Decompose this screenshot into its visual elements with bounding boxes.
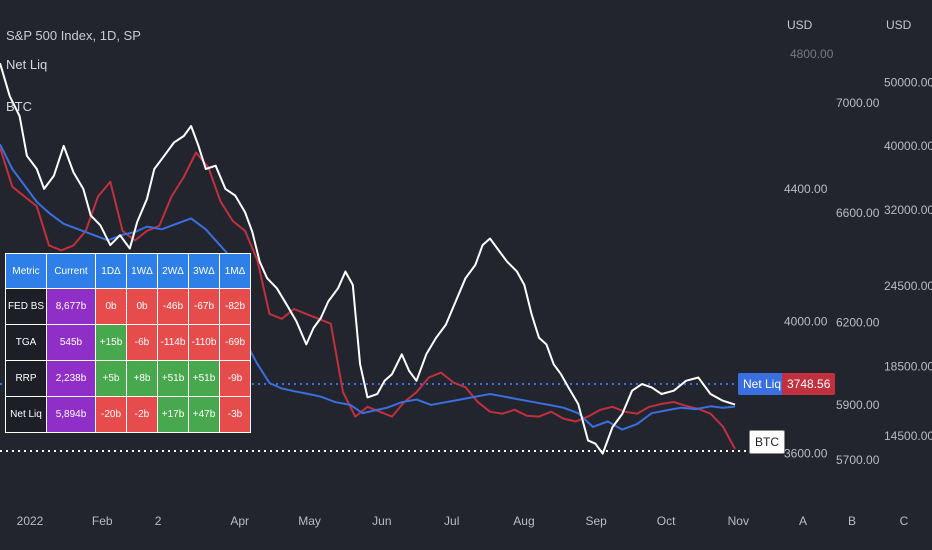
header-cell: 2WΔ (157, 253, 189, 289)
net-liq-price-tag: Net Liq (738, 373, 787, 395)
delta-cell: -6b (126, 324, 158, 361)
delta-cell: -3b (219, 396, 251, 433)
header-cell: Metric (5, 253, 47, 289)
price-tick: 50000.00 (884, 75, 932, 89)
price-tick: 6600.00 (836, 206, 880, 220)
current-value: 545b (46, 324, 96, 361)
legend-btc[interactable]: BTC (6, 99, 32, 114)
price-tick: 4400.00 (784, 182, 828, 196)
current-value: 8,677b (46, 288, 96, 325)
unit-label-right: USD (886, 18, 912, 32)
x-tick-label: Apr (230, 514, 249, 528)
mid-price-scale: 7000.00 6600.00 6200.00 5900.00 5700.00 (836, 96, 880, 467)
series-line-btc[interactable] (0, 147, 736, 450)
x-tick-label: Jun (372, 514, 391, 528)
delta-cell: +5b (95, 360, 127, 397)
price-tick: 14500.00 (884, 429, 932, 443)
x-tick-label: Aug (513, 514, 534, 528)
unit-label-mid: USD (787, 18, 813, 32)
delta-cell: -114b (157, 324, 189, 361)
x-tick-label: Feb (92, 514, 113, 528)
delta-cell: -67b (188, 288, 220, 325)
delta-cell: +47b (188, 396, 220, 433)
x-tick-label: 2022 (17, 514, 44, 528)
x-tick-label: Nov (728, 514, 749, 528)
delta-cell: 0b (95, 288, 127, 325)
table-row: FED BS 8,677b 0b 0b -46b -67b -82b (5, 288, 251, 325)
x-tick-label: May (298, 514, 321, 528)
price-tick: 18500.00 (884, 359, 932, 373)
current-value: 5,894b (46, 396, 96, 433)
liquidity-table: Metric Current 1DΔ 1WΔ 2WΔ 3WΔ 1MΔ FED B… (5, 253, 251, 433)
scale-letter[interactable]: C (900, 514, 909, 528)
series-lines (0, 62, 736, 455)
right-price-scale: 50000.00 40000.00 32000.00 24500.00 18500.00… (884, 75, 932, 443)
table-header-row: Metric Current 1DΔ 1WΔ 2WΔ 3WΔ 1MΔ (5, 253, 251, 289)
row-label: TGA (5, 324, 47, 361)
chart-title: S&P 500 Index, 1D, SP (6, 28, 141, 43)
header-cell: 1WΔ (126, 253, 158, 289)
price-tick-partial: 4800.00 (790, 47, 834, 61)
x-tick-label: 2 (155, 514, 162, 528)
delta-cell: -110b (188, 324, 220, 361)
price-tick: 7000.00 (836, 96, 880, 110)
delta-cell: -69b (219, 324, 251, 361)
delta-cell: +17b (157, 396, 189, 433)
scale-letter[interactable]: B (848, 514, 856, 528)
table-row: RRP 2,238b +5b +8b +51b +51b -9b (5, 360, 251, 397)
header-cell: Current (46, 253, 96, 289)
sp500-price-tag: 3748.56 (782, 373, 836, 395)
price-tick: 5900.00 (836, 398, 880, 412)
delta-cell: -9b (219, 360, 251, 397)
series-line-s-p-500[interactable] (0, 62, 736, 455)
x-tick-label: Oct (657, 514, 676, 528)
price-tick: 32000.00 (884, 203, 932, 217)
table-row: Net Liq 5,894b -20b -2b +17b +47b -3b (5, 396, 251, 433)
legend-net-liq[interactable]: Net Liq (6, 57, 48, 72)
delta-cell: -46b (157, 288, 189, 325)
price-tick: 24500.00 (884, 279, 932, 293)
header-cell: 1DΔ (95, 253, 127, 289)
scale-letters: A B C (799, 514, 909, 528)
x-tick-label: Sep (586, 514, 608, 528)
x-axis: 2022 Feb 2 Apr May Jun Jul Aug Sep Oct Nov (17, 514, 749, 528)
header-cell: 3WΔ (188, 253, 220, 289)
price-tick: 6200.00 (836, 316, 880, 330)
table-row: TGA 545b +15b -6b -114b -110b -69b (5, 324, 251, 361)
delta-cell: +8b (126, 360, 158, 397)
header-cell: 1MΔ (219, 253, 251, 289)
delta-cell: +15b (95, 324, 127, 361)
series-line-net-liq[interactable] (0, 143, 736, 431)
delta-cell: -82b (219, 288, 251, 325)
delta-cell: +51b (188, 360, 220, 397)
row-label: Net Liq (5, 396, 47, 433)
row-label: RRP (5, 360, 47, 397)
price-tick: 40000.00 (884, 139, 932, 153)
delta-cell: +51b (157, 360, 189, 397)
delta-cell: -20b (95, 396, 127, 433)
row-label: FED BS (5, 288, 47, 325)
price-tick: 4000.00 (784, 314, 828, 328)
price-tick: 3600.00 (784, 447, 828, 461)
scale-letter[interactable]: A (799, 514, 807, 528)
btc-price-tag: BTC (749, 430, 785, 454)
current-value: 2,238b (46, 360, 96, 397)
delta-cell: 0b (126, 288, 158, 325)
x-tick-label: Jul (444, 514, 459, 528)
price-tick: 5700.00 (836, 453, 880, 467)
delta-cell: -2b (126, 396, 158, 433)
